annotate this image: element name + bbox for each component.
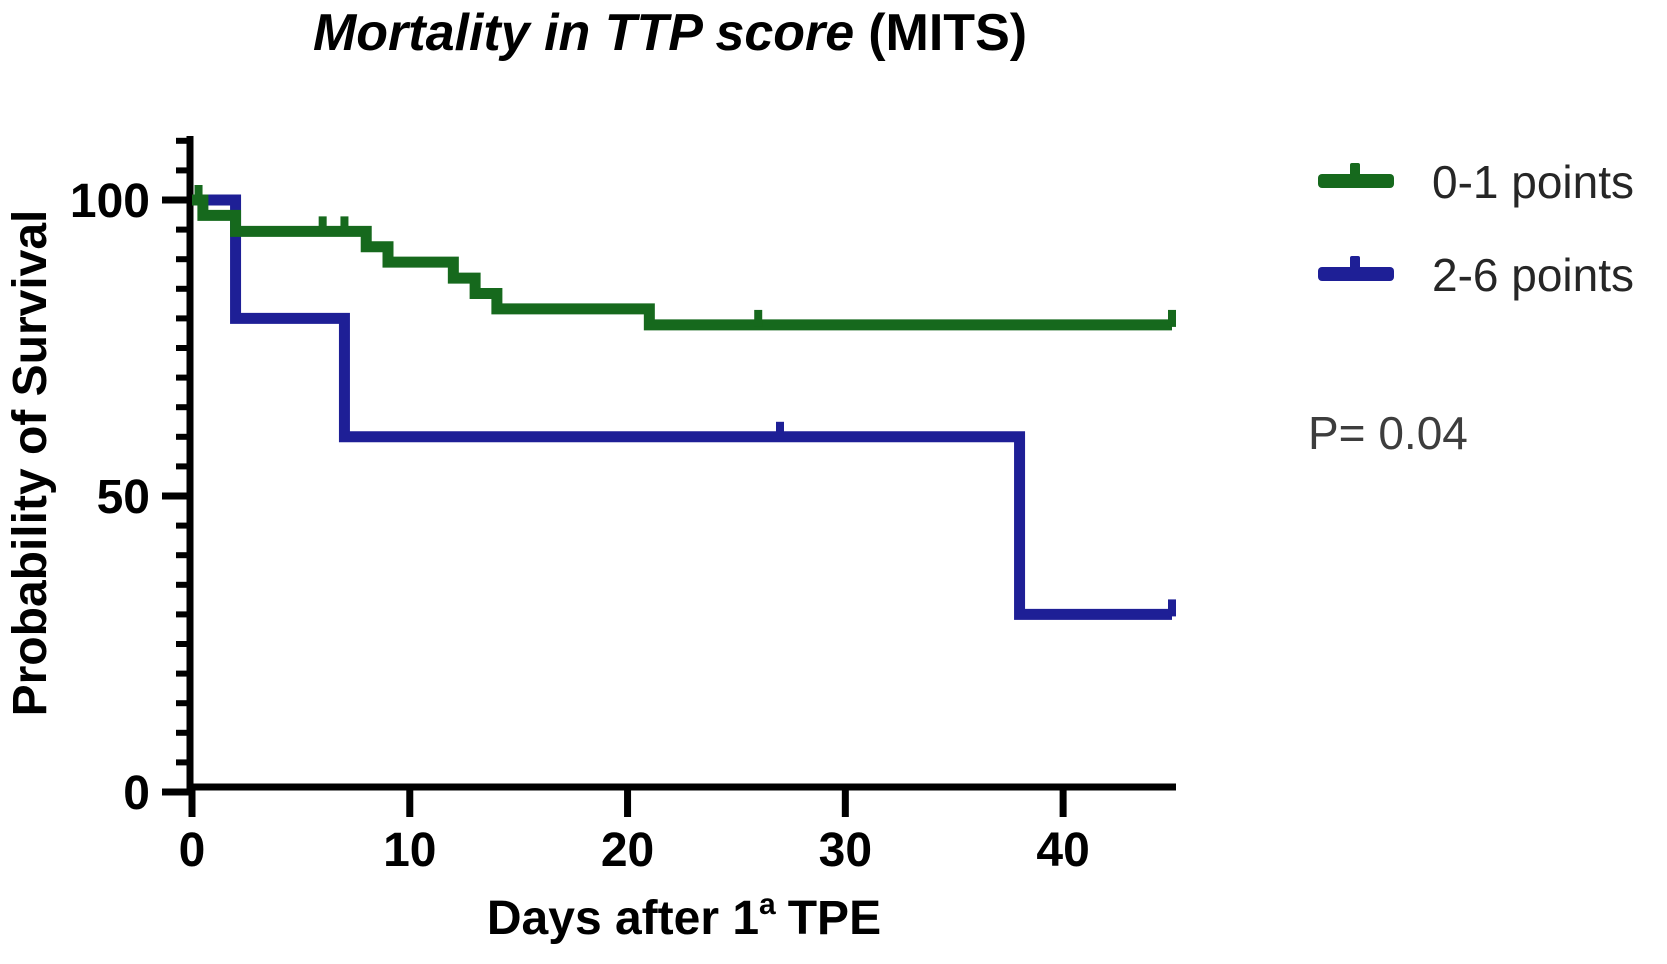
x-axis-label: Days after 1a TPE [487, 888, 881, 945]
chart-title: Mortality in TTP score (MITS) [313, 4, 1027, 62]
legend-markers [1318, 163, 1394, 281]
legend-label-2-6-points: 2-6 points [1432, 249, 1634, 301]
x-tick-label: 20 [601, 824, 654, 877]
chart-title-italic-part: Mortality in TTP score [313, 4, 854, 62]
series-layer [192, 185, 1176, 620]
y-tick-label: 50 [97, 471, 150, 524]
x-axis-label-superscript: a [759, 888, 776, 921]
x-tick-label: 30 [819, 824, 872, 877]
axes-layer: 0 50 100 0 10 20 30 40 [70, 136, 1176, 877]
x-tick-label: 0 [179, 824, 206, 877]
legend-swatch-2-6-points [1318, 267, 1394, 281]
legend-swatch-0-1-points [1318, 174, 1394, 188]
chart-title-regular-part: (MITS) [868, 4, 1027, 62]
km-curve-2-6-points [192, 194, 1172, 620]
legend-swatch-censor-tick [1350, 163, 1360, 176]
x-axis-label-suffix: TPE [788, 892, 881, 945]
x-axis-label-prefix: Days after 1 [487, 892, 759, 945]
y-tick-label: 0 [123, 767, 150, 820]
y-axis-label: Probability of Survival [4, 210, 57, 717]
p-value-annotation: P= 0.04 [1308, 407, 1468, 459]
km-curve-0-1-points [192, 194, 1172, 331]
x-tick-label: 40 [1036, 824, 1089, 877]
y-tick-label: 100 [70, 175, 150, 228]
x-tick-label: 10 [383, 824, 436, 877]
legend-label-0-1-points: 0-1 points [1432, 156, 1634, 208]
legend-swatch-censor-tick [1350, 256, 1360, 269]
